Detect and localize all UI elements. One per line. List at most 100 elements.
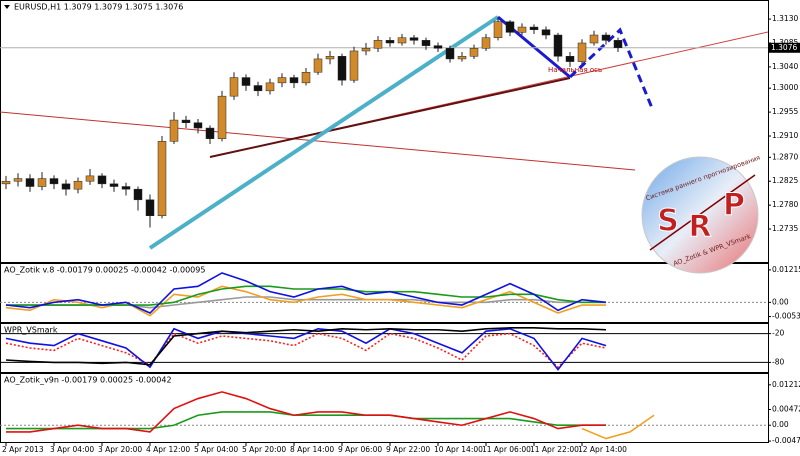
panel-frame (0, 263, 769, 323)
x-tick-label: 11 Apr 06:00 (482, 445, 531, 454)
x-tick-label: 12 Apr 14:00 (578, 445, 627, 454)
candle-body (337, 56, 347, 81)
candle-body (517, 26, 527, 33)
x-tick-label: 3 Apr 20:00 (98, 445, 142, 454)
indicator-line (5, 327, 607, 366)
x-tick-label: 9 Apr 06:00 (338, 445, 382, 454)
logo-letter: P (723, 188, 745, 223)
candle-body (121, 186, 131, 190)
current-price-label: 1.3076 (771, 43, 797, 52)
y-tick-label: 1.2955 (772, 107, 798, 116)
candle-body (1, 180, 11, 185)
logo-line (649, 174, 756, 251)
candle-body (541, 29, 551, 36)
candle-body (493, 21, 503, 38)
y-tick-label: 1.2735 (772, 224, 798, 233)
chart-title: EURUSD,H1 1.3079 1.3079 1.3075 1.3076 (14, 3, 183, 12)
candle-body (25, 178, 35, 187)
indicator-line (581, 414, 655, 440)
indicator-line (5, 285, 606, 317)
candle-body (565, 56, 575, 62)
y-tick-label: 1.2910 (772, 131, 798, 140)
trend-line (209, 77, 571, 158)
indicator-line (5, 327, 607, 371)
candle-body (133, 188, 143, 201)
candle-body (217, 95, 227, 139)
x-tick-label: 5 Apr 20:00 (242, 445, 286, 454)
panel-frame (0, 0, 769, 263)
x-tick-label: 10 Apr 14:00 (434, 445, 483, 454)
logo-letter: S (657, 204, 679, 239)
y-tick-label: 0.00 (772, 420, 789, 429)
candle-body (589, 34, 599, 44)
candle-body (145, 199, 155, 217)
annotation: Начальная ось (548, 66, 602, 74)
panel-title: WPR_VSmark (4, 326, 58, 335)
x-tick-label: 8 Apr 14:00 (290, 445, 334, 454)
y-tick-label: -20 (772, 329, 784, 338)
candle-body (421, 40, 431, 46)
candle-body (601, 34, 611, 41)
panel-frame (0, 373, 769, 443)
candle-body (193, 122, 203, 129)
candle-body (397, 37, 407, 44)
logo: Система раннего прогнозирования S R P AO… (641, 153, 761, 274)
y-tick-label: 1.3130 (772, 14, 798, 23)
y-tick-label: 1.2825 (772, 176, 798, 185)
candle-body (553, 34, 563, 57)
panel-frame (0, 323, 769, 373)
x-tick-label: 3 Apr 04:00 (50, 445, 94, 454)
candle-body (97, 175, 107, 185)
candle-body (49, 178, 59, 185)
y-tick-label: 0.00 (772, 297, 789, 306)
current-price-box (769, 42, 800, 53)
candle-body (109, 183, 119, 187)
y-tick-label: -80 (772, 357, 784, 366)
candle-body (241, 77, 251, 86)
x-tick-label: 2 Apr 2013 (2, 445, 44, 454)
candle-body (265, 82, 275, 92)
indicator-line (6, 391, 606, 433)
candle-body (469, 48, 479, 57)
candle-body (457, 56, 467, 60)
candle-body (361, 48, 371, 52)
candle-body (277, 77, 287, 84)
candle-body (529, 26, 539, 30)
candle-body (157, 141, 167, 217)
candle-body (205, 127, 215, 139)
candle-body (253, 85, 263, 92)
candle-body (181, 119, 191, 123)
menu-triangle (4, 5, 10, 9)
candle-body (13, 178, 23, 182)
indicator-line (5, 332, 607, 369)
logo-letter: R (688, 210, 711, 245)
candle-body (301, 71, 311, 84)
candle-body (85, 175, 95, 182)
candle-body (373, 40, 383, 49)
y-tick-label: -0.00475 (772, 436, 800, 445)
trend-line (148, 15, 500, 250)
x-tick-label: 5 Apr 04:00 (194, 445, 238, 454)
panel-frames (0, 0, 769, 443)
candle-body (289, 77, 299, 84)
x-tick-label: 9 Apr 22:00 (386, 445, 430, 454)
indicator-line (5, 272, 607, 314)
y-tick-label: 1.3000 (772, 83, 798, 92)
x-tick-label: 4 Apr 12:00 (146, 445, 190, 454)
y-tick-label: 0.01212 (772, 380, 800, 389)
candle-body (61, 183, 71, 190)
y-tick-label: 0.00472 (772, 405, 800, 414)
y-tick-label: -0.00532 (772, 312, 800, 321)
candle-body (505, 21, 515, 33)
candle-body (37, 178, 47, 187)
candle-body (577, 42, 587, 62)
candle-body (445, 48, 455, 60)
candle-body (409, 37, 419, 41)
candle-body (169, 119, 179, 142)
y-tick-label: 1.3040 (772, 62, 798, 71)
y-tick-label: 1.2870 (772, 152, 798, 161)
candle-body (325, 56, 335, 60)
candle-body (385, 40, 395, 44)
candle-body (73, 180, 83, 190)
